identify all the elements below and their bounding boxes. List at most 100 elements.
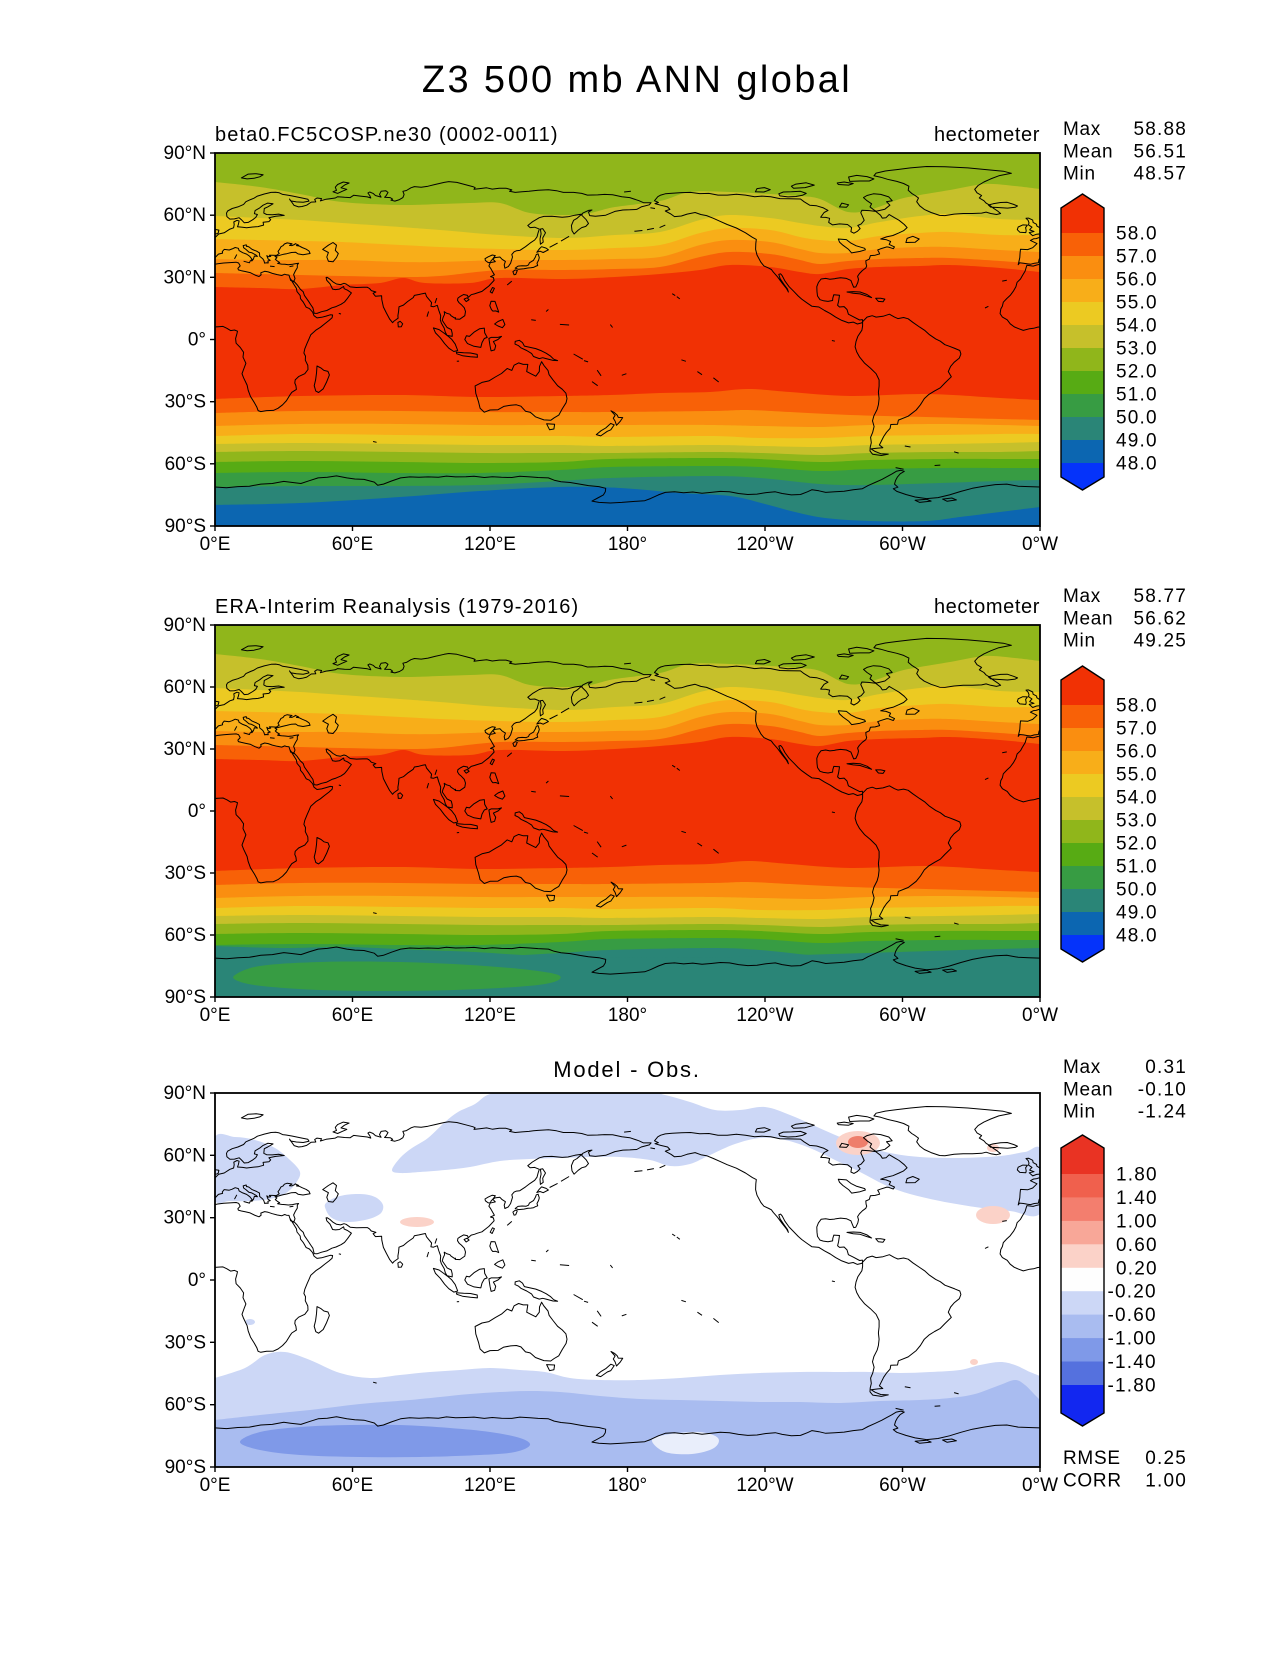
svg-text:30°N: 30°N: [164, 739, 206, 760]
svg-text:55.0: 55.0: [1116, 293, 1158, 314]
svg-text:48.0: 48.0: [1116, 454, 1158, 475]
svg-text:49.0: 49.0: [1116, 431, 1158, 452]
svg-text:0.60: 0.60: [1116, 1235, 1158, 1256]
svg-text:52.0: 52.0: [1116, 834, 1158, 855]
svg-text:90°N: 90°N: [164, 1083, 206, 1104]
svg-text:Mean: Mean: [1063, 608, 1113, 629]
svg-text:55.0: 55.0: [1116, 765, 1158, 786]
svg-text:-1.24: -1.24: [1138, 1102, 1187, 1123]
svg-text:hectometer: hectometer: [934, 596, 1040, 618]
svg-text:49.25: 49.25: [1133, 631, 1187, 652]
svg-text:30°N: 30°N: [164, 267, 206, 288]
svg-text:-1.40: -1.40: [1108, 1352, 1157, 1373]
svg-text:60°N: 60°N: [164, 1145, 206, 1166]
svg-text:ERA-Interim Reanalysis (1979-2: ERA-Interim Reanalysis (1979-2016): [215, 596, 579, 618]
svg-text:0°: 0°: [188, 801, 206, 822]
svg-text:90°N: 90°N: [164, 615, 206, 636]
svg-text:-1.80: -1.80: [1108, 1376, 1157, 1397]
svg-text:0°: 0°: [188, 330, 206, 351]
svg-text:Min: Min: [1063, 631, 1096, 652]
svg-text:CORR: CORR: [1063, 1470, 1122, 1491]
svg-text:60°S: 60°S: [165, 454, 206, 475]
svg-text:0°E: 0°E: [200, 1475, 231, 1496]
svg-text:53.0: 53.0: [1116, 811, 1158, 832]
svg-text:56.0: 56.0: [1116, 742, 1158, 763]
svg-text:54.0: 54.0: [1116, 316, 1158, 337]
svg-text:51.0: 51.0: [1116, 857, 1158, 878]
svg-text:Mean: Mean: [1063, 141, 1113, 162]
svg-text:RMSE: RMSE: [1063, 1448, 1121, 1469]
svg-text:1.00: 1.00: [1116, 1211, 1158, 1232]
svg-text:30°N: 30°N: [164, 1208, 206, 1229]
svg-text:58.0: 58.0: [1116, 696, 1158, 717]
svg-text:0.20: 0.20: [1116, 1258, 1158, 1279]
svg-text:56.0: 56.0: [1116, 270, 1158, 291]
svg-text:90°S: 90°S: [165, 987, 206, 1008]
svg-text:Mean: Mean: [1063, 1079, 1113, 1100]
svg-text:0.31: 0.31: [1145, 1057, 1187, 1078]
svg-text:Max: Max: [1063, 1057, 1101, 1078]
svg-text:120°W: 120°W: [736, 534, 793, 555]
svg-text:-1.00: -1.00: [1108, 1329, 1157, 1350]
svg-text:48.0: 48.0: [1116, 926, 1158, 947]
svg-text:-0.60: -0.60: [1108, 1305, 1157, 1326]
svg-text:Min: Min: [1063, 1102, 1096, 1123]
svg-text:60°E: 60°E: [332, 534, 373, 555]
svg-text:60°E: 60°E: [332, 1475, 373, 1496]
svg-text:90°N: 90°N: [164, 143, 206, 164]
svg-text:hectometer: hectometer: [934, 124, 1040, 146]
svg-text:57.0: 57.0: [1116, 247, 1158, 268]
svg-text:49.0: 49.0: [1116, 903, 1158, 924]
svg-text:Min: Min: [1063, 164, 1096, 185]
svg-text:30°S: 30°S: [165, 863, 206, 884]
svg-text:120°W: 120°W: [736, 1475, 793, 1496]
svg-text:57.0: 57.0: [1116, 719, 1158, 740]
svg-text:56.51: 56.51: [1133, 141, 1187, 162]
svg-text:90°S: 90°S: [165, 1457, 206, 1478]
svg-text:60°W: 60°W: [879, 1005, 926, 1026]
svg-text:Model - Obs.: Model - Obs.: [553, 1057, 701, 1082]
svg-text:30°S: 30°S: [165, 1332, 206, 1353]
svg-text:53.0: 53.0: [1116, 339, 1158, 360]
svg-text:Z3 500 mb ANN global: Z3 500 mb ANN global: [422, 59, 852, 101]
svg-text:54.0: 54.0: [1116, 788, 1158, 809]
svg-text:0°: 0°: [188, 1270, 206, 1291]
svg-text:180°: 180°: [608, 534, 647, 555]
svg-text:120°W: 120°W: [736, 1005, 793, 1026]
svg-text:180°: 180°: [608, 1005, 647, 1026]
svg-text:48.57: 48.57: [1133, 164, 1187, 185]
svg-text:90°S: 90°S: [165, 516, 206, 537]
svg-text:60°S: 60°S: [165, 925, 206, 946]
svg-text:0°W: 0°W: [1022, 1005, 1058, 1026]
svg-text:0.25: 0.25: [1145, 1448, 1187, 1469]
svg-text:50.0: 50.0: [1116, 880, 1158, 901]
svg-text:30°S: 30°S: [165, 392, 206, 413]
svg-text:1.00: 1.00: [1145, 1470, 1187, 1491]
svg-text:60°N: 60°N: [164, 205, 206, 226]
svg-text:-0.10: -0.10: [1138, 1079, 1187, 1100]
svg-text:60°S: 60°S: [165, 1395, 206, 1416]
svg-text:0°W: 0°W: [1022, 1475, 1058, 1496]
svg-text:50.0: 50.0: [1116, 408, 1158, 429]
svg-text:60°W: 60°W: [879, 534, 926, 555]
svg-text:58.77: 58.77: [1133, 586, 1187, 607]
svg-text:52.0: 52.0: [1116, 362, 1158, 383]
svg-text:Max: Max: [1063, 119, 1101, 140]
svg-text:1.40: 1.40: [1116, 1188, 1158, 1209]
svg-text:51.0: 51.0: [1116, 385, 1158, 406]
svg-text:0°W: 0°W: [1022, 534, 1058, 555]
svg-text:58.88: 58.88: [1133, 119, 1187, 140]
svg-text:1.80: 1.80: [1116, 1165, 1158, 1186]
svg-text:-0.20: -0.20: [1108, 1282, 1157, 1303]
svg-text:56.62: 56.62: [1133, 608, 1187, 629]
svg-text:60°N: 60°N: [164, 677, 206, 698]
svg-text:58.0: 58.0: [1116, 224, 1158, 245]
svg-text:beta0.FC5COSP.ne30 (0002-0011): beta0.FC5COSP.ne30 (0002-0011): [215, 124, 559, 146]
svg-text:120°E: 120°E: [464, 1475, 516, 1496]
svg-text:120°E: 120°E: [464, 534, 516, 555]
svg-text:60°W: 60°W: [879, 1475, 926, 1496]
svg-text:0°E: 0°E: [200, 534, 231, 555]
svg-text:120°E: 120°E: [464, 1005, 516, 1026]
svg-text:180°: 180°: [608, 1475, 647, 1496]
svg-text:0°E: 0°E: [200, 1005, 231, 1026]
